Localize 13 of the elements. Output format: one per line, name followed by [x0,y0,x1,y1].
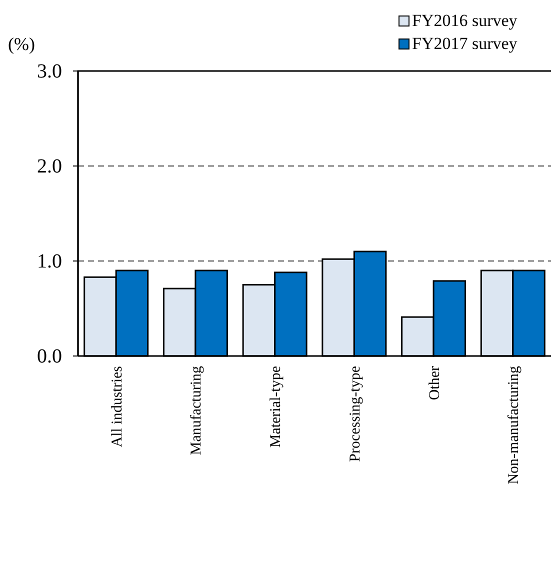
legend-label: FY2016 survey [412,11,518,30]
x-tick-label: Other [426,366,443,400]
y-tick-label: 0.0 [37,345,62,368]
x-tick-label: All industries [109,366,126,448]
x-tick-label: Processing-type [347,366,364,462]
y-axis-title: (%) [8,34,35,54]
y-tick-label: 2.0 [37,155,62,178]
x-tick-label: Non-manufacturing [506,366,522,484]
x-tick-label: Manufacturing [188,366,205,456]
y-tick-label: 1.0 [37,250,62,272]
y-tick-label: 3.0 [37,60,62,82]
x-tick-label: Material-type [268,366,284,448]
legend-label: FY2017 survey [412,34,518,53]
